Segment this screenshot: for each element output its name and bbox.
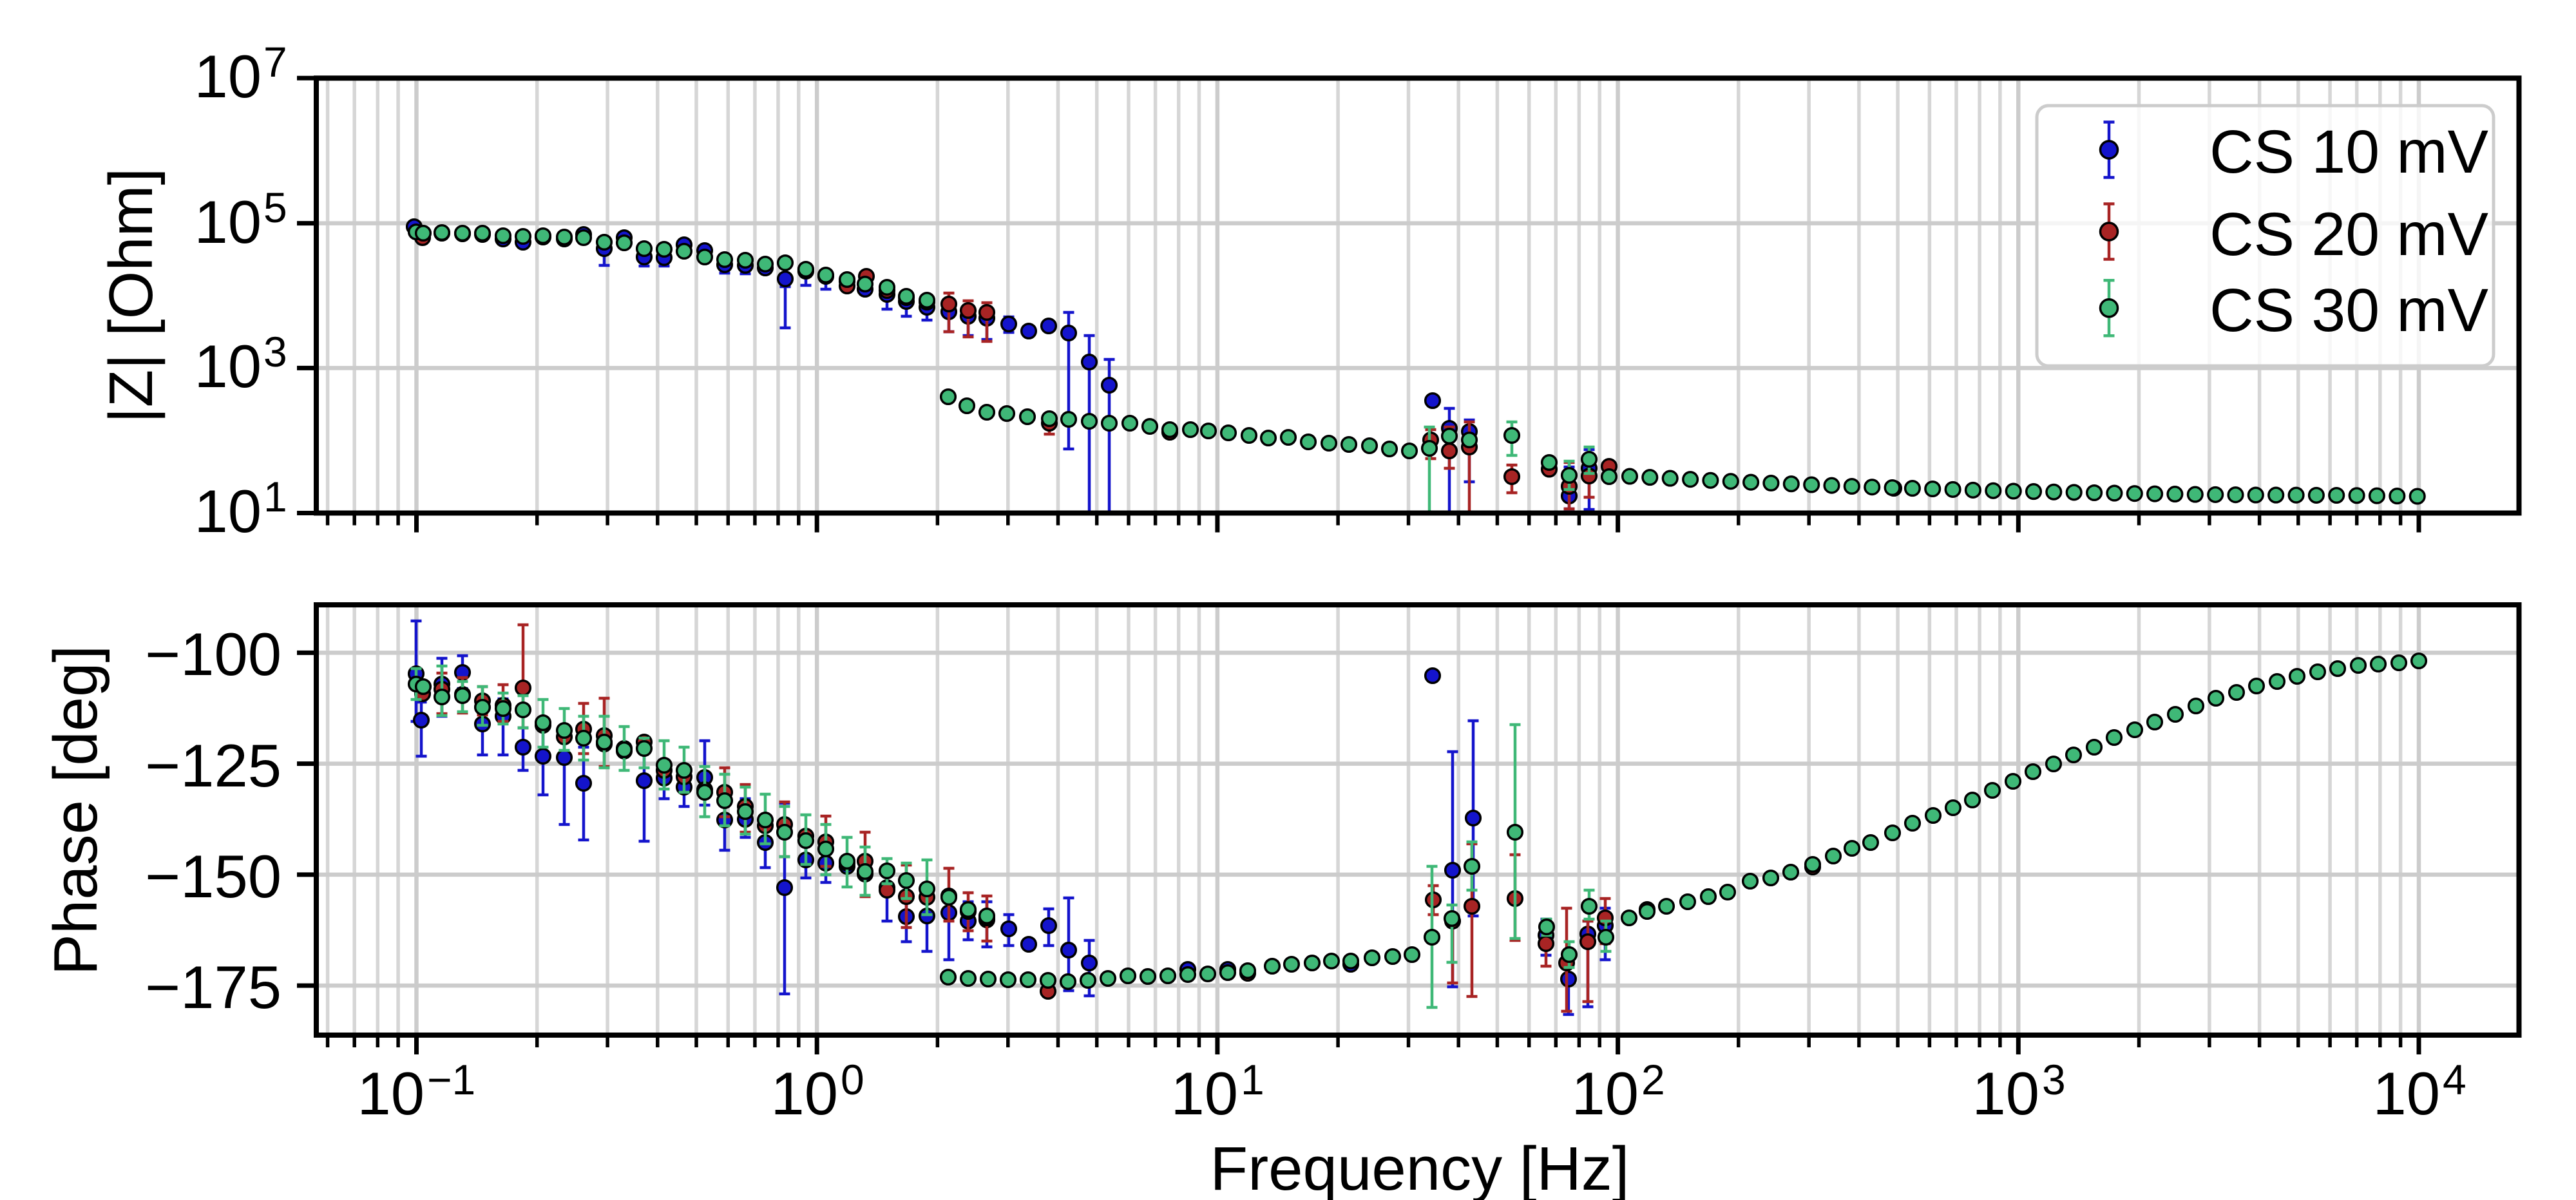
svg-text:−125: −125: [145, 732, 281, 799]
svg-text:10: 10: [194, 43, 262, 110]
svg-text:3: 3: [263, 328, 287, 376]
svg-text:−100: −100: [145, 620, 281, 688]
svg-text:10: 10: [1170, 1060, 1238, 1127]
svg-text:4: 4: [2443, 1056, 2466, 1103]
svg-text:Frequency [Hz]: Frequency [Hz]: [1210, 1134, 1630, 1200]
svg-text:CS 20 mV: CS 20 mV: [2209, 200, 2488, 269]
svg-text:|Z| [Ohm]: |Z| [Ohm]: [97, 168, 166, 424]
svg-text:10: 10: [770, 1060, 838, 1127]
svg-text:10: 10: [194, 332, 262, 400]
svg-text:7: 7: [263, 38, 287, 86]
svg-text:−175: −175: [145, 953, 281, 1021]
svg-text:10: 10: [1571, 1060, 1639, 1127]
svg-text:1: 1: [1241, 1056, 1264, 1103]
svg-text:−1: −1: [427, 1056, 475, 1103]
svg-text:2: 2: [1641, 1056, 1665, 1103]
svg-text:5: 5: [263, 184, 287, 231]
svg-text:10: 10: [357, 1060, 425, 1127]
svg-text:10: 10: [2372, 1060, 2440, 1127]
svg-text:3: 3: [2042, 1056, 2066, 1103]
svg-text:0: 0: [841, 1056, 864, 1103]
svg-text:−150: −150: [145, 843, 281, 910]
svg-text:1: 1: [263, 473, 287, 520]
svg-text:10: 10: [194, 188, 262, 256]
svg-text:10: 10: [1972, 1060, 2039, 1127]
svg-text:10: 10: [194, 477, 262, 545]
svg-text:CS 30 mV: CS 30 mV: [2209, 276, 2488, 345]
svg-text:Phase [deg]: Phase [deg]: [41, 645, 110, 975]
svg-text:CS 10 mV: CS 10 mV: [2209, 118, 2488, 186]
